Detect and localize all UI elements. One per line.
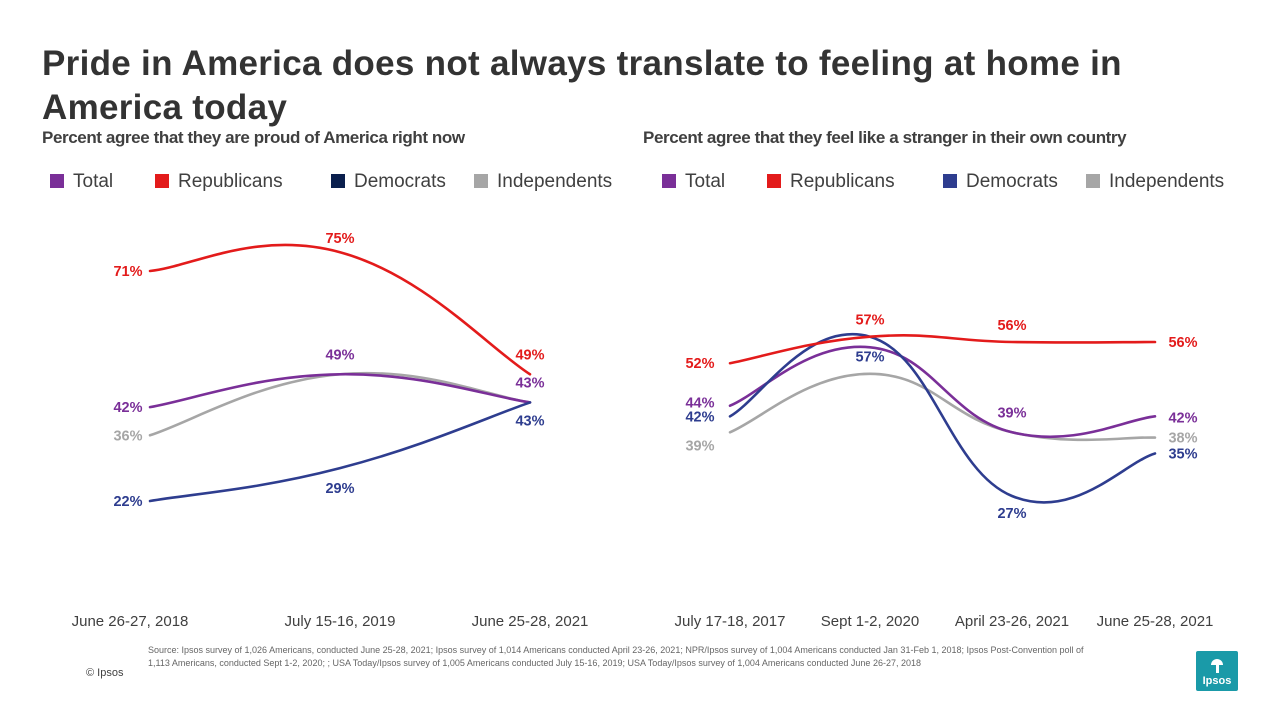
data-label-democrats: 57% xyxy=(855,350,884,366)
chart-1: 42% 49% 43% 71% 75% 49% 22% 29% 43% 36% June 26-27… xyxy=(72,231,589,630)
legend-label-total: Total xyxy=(685,171,726,192)
legend-item-independents: Independents xyxy=(474,171,612,193)
x-tick-label: April 23-26, 2021 xyxy=(955,613,1069,630)
legend-label-democrats: Democrats xyxy=(966,171,1058,192)
data-label-democrats: 29% xyxy=(325,481,354,497)
series-line-democrats xyxy=(148,401,532,503)
page-title: Pride in America does not always transla… xyxy=(42,44,1122,127)
data-label-total: 49% xyxy=(325,347,354,363)
legend-item-democrats: Democrats xyxy=(331,171,446,193)
data-label-democrats: 22% xyxy=(113,494,142,510)
series-line-independents xyxy=(728,372,1157,442)
logo-text: Ipsos xyxy=(1202,675,1232,687)
legend-label-total: Total xyxy=(73,171,114,192)
series-line-independents xyxy=(148,371,532,437)
legend-swatch-independents xyxy=(474,174,488,188)
legend-item-independents: Independents xyxy=(1086,171,1224,193)
legend-swatch-democrats xyxy=(943,174,957,188)
data-label-democrats: 42% xyxy=(685,409,714,425)
x-tick-label: June 26-27, 2018 xyxy=(72,613,189,630)
series-line-republicans xyxy=(148,243,532,376)
legend-item-republicans: Republicans xyxy=(767,171,895,193)
legend-item-total: Total xyxy=(662,171,725,193)
data-label-total: 39% xyxy=(997,405,1026,421)
data-label-democrats: 35% xyxy=(1168,447,1197,463)
data-label-independents: 38% xyxy=(1168,431,1197,447)
legend-swatch-democrats xyxy=(331,174,345,188)
x-tick-label: June 25-28, 2021 xyxy=(472,613,589,630)
legend-item-republicans: Republicans xyxy=(155,171,283,193)
data-label-republicans: 75% xyxy=(325,231,354,247)
x-tick-label: July 17-18, 2017 xyxy=(675,613,786,630)
data-label-republicans: 56% xyxy=(1168,335,1197,351)
series-line-total xyxy=(728,345,1157,439)
legend-label-republicans: Republicans xyxy=(178,171,283,192)
right-chart-subtitle: Percent agree that they feel like a stra… xyxy=(643,128,1127,147)
legend-swatch-republicans xyxy=(767,174,781,188)
series-line-democrats xyxy=(728,333,1157,504)
data-label-democrats: 27% xyxy=(997,506,1026,522)
left-chart-subtitle: Percent agree that they are proud of Ame… xyxy=(42,128,465,147)
legend-label-democrats: Democrats xyxy=(354,171,446,192)
legend-swatch-republicans xyxy=(155,174,169,188)
legend-label-republicans: Republicans xyxy=(790,171,895,192)
legend-item-total: Total xyxy=(50,171,113,193)
data-label-total: 43% xyxy=(515,375,544,391)
x-tick-label: July 15-16, 2019 xyxy=(285,613,396,630)
legend-label-independents: Independents xyxy=(1109,171,1225,192)
legend-label-independents: Independents xyxy=(497,171,613,192)
data-label-total: 42% xyxy=(113,400,142,416)
source-note: Source: Ipsos survey of 1,026 Americans,… xyxy=(148,645,1084,668)
x-tick-label: June 25-28, 2021 xyxy=(1097,613,1214,630)
data-label-republicans: 71% xyxy=(113,264,142,280)
data-label-independents: 39% xyxy=(685,438,714,454)
data-label-republicans: 49% xyxy=(515,347,544,363)
legend-swatch-total xyxy=(50,174,64,188)
legend-swatch-total xyxy=(662,174,676,188)
data-label-democrats: 43% xyxy=(515,413,544,429)
logo-mark-icon xyxy=(1211,659,1223,673)
data-label-republicans: 57% xyxy=(855,313,884,329)
data-label-republicans: 56% xyxy=(997,318,1026,334)
legend-swatch-independents xyxy=(1086,174,1100,188)
x-tick-label: Sept 1-2, 2020 xyxy=(821,613,919,630)
copyright: © Ipsos xyxy=(86,667,124,679)
chart-2: 44% 39% 42% 52% 57% 56% 56% 42% 57% 27% 35% 39% 38% J… xyxy=(675,313,1214,630)
data-label-total: 42% xyxy=(1168,410,1197,426)
legend-item-democrats: Democrats xyxy=(943,171,1058,193)
series-line-republicans xyxy=(728,334,1157,365)
ipsos-logo: Ipsos xyxy=(1196,651,1238,691)
series-line-total xyxy=(148,372,532,409)
data-label-independents: 36% xyxy=(113,428,142,444)
data-label-republicans: 52% xyxy=(685,356,714,372)
data-label-total: 44% xyxy=(685,396,714,412)
